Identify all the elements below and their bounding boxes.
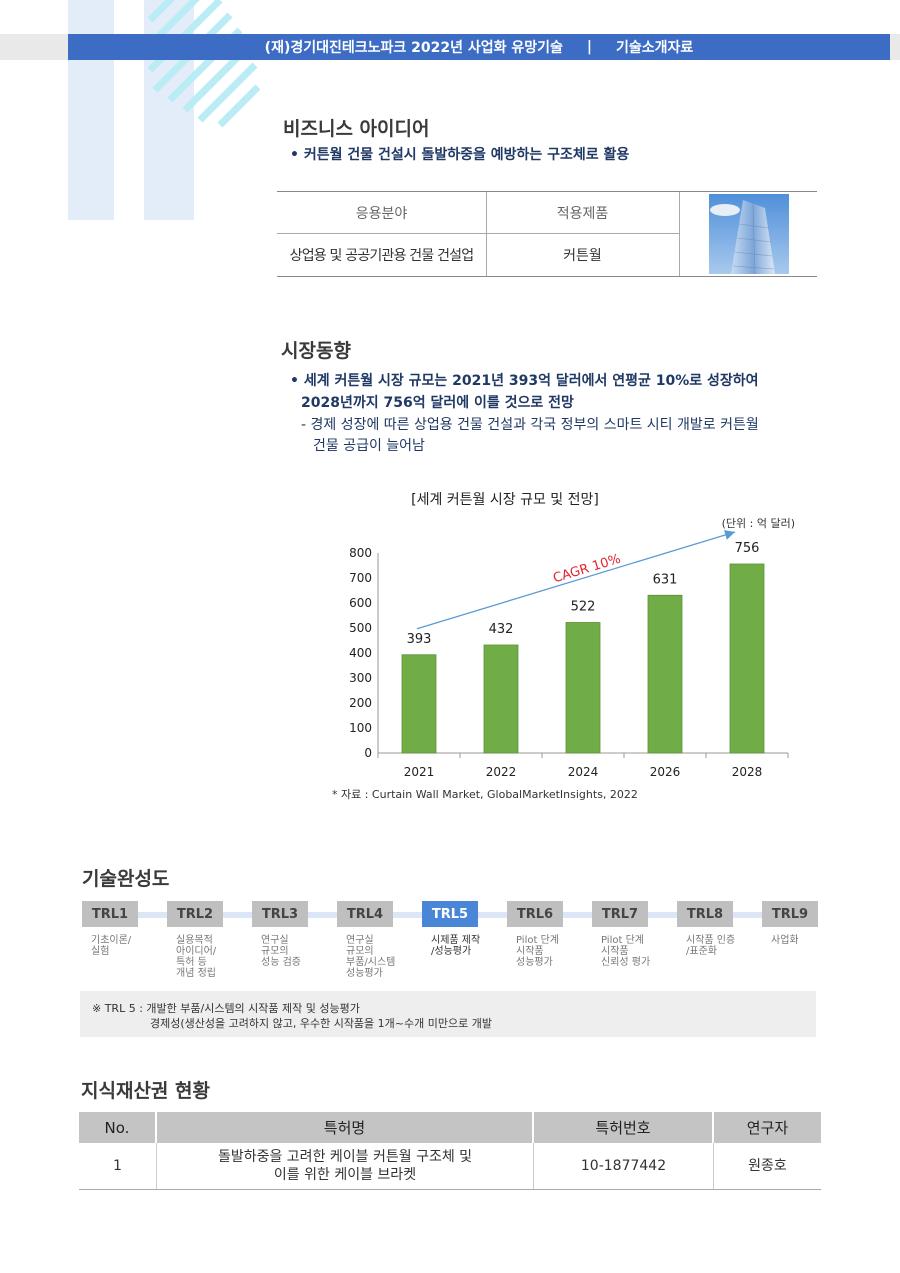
business-table: 응용분야 적용제품 상업용 및 공공기관용 건물 건설업 커튼월 [277, 191, 817, 277]
y-tick-label: 700 [349, 571, 372, 585]
patent-name-line1: 돌발하중을 고려한 케이블 커튼월 구조체 및 [217, 1149, 473, 1165]
trl-step-5: TRL5 [422, 901, 478, 927]
business-title: 비즈니스 아이디어 [283, 118, 430, 140]
trl-note-line1: ※ TRL 5 : 개발한 부품/시스템의 시작품 제작 및 성능평가 [92, 1002, 360, 1015]
y-tick-label: 0 [364, 746, 372, 760]
trl-step-6-desc: Pilot 단계 시작품 성능평가 [516, 935, 559, 968]
cagr-arrow [416, 531, 736, 630]
market-title: 시장동향 [281, 340, 351, 362]
trl-step-9-desc: 사업화 [771, 935, 799, 946]
header-separator: | [586, 39, 593, 55]
header-doc-type: 기술소개자료 [616, 40, 694, 56]
market-bullet-text: 세계 커튼월 시장 규모는 2021년 393억 달러에서 연평균 10%로 성… [303, 373, 759, 389]
data-label-2026: 631 [653, 572, 678, 587]
market-bullet-line2: 2028년까지 756억 달러에 이를 것으로 전망 [301, 395, 574, 411]
trl-step-4-desc: 연구실 규모의 부품/시스템 성능평가 [346, 935, 396, 979]
patent-row-researcher: 원종호 [748, 1158, 787, 1174]
x-tick-label-2026: 2026 [650, 765, 681, 779]
trl-step-8: TRL8 [677, 901, 733, 927]
x-tick-label-2022: 2022 [486, 765, 517, 779]
market-chart: [세계 커튼월 시장 규모 및 전망] (단위 : 억 달러) 0 100 200 3… [332, 492, 795, 801]
patent-head-name: 특허명 [157, 1112, 532, 1143]
building-image [709, 194, 789, 274]
y-tick-label: 300 [349, 671, 372, 685]
x-tick-label-2028: 2028 [732, 765, 763, 779]
market-sub-line1: - 경제 성장에 따른 상업용 건물 건설과 각국 정부의 스마트 시티 개발로… [301, 417, 759, 433]
chart-title: [세계 커튼월 시장 규모 및 전망] [411, 492, 599, 508]
table-field-value: 상업용 및 공공기관용 건물 건설업 [289, 248, 475, 264]
trl-title: 기술완성도 [82, 868, 170, 890]
cagr-arrow-head [723, 530, 735, 540]
table-product-value: 커튼월 [563, 248, 602, 264]
trl-step-3: TRL3 [252, 901, 308, 927]
data-label-2028: 756 [735, 541, 760, 556]
bar-2022 [483, 644, 519, 754]
bar-2028 [729, 563, 765, 754]
patent-head-no: No. [79, 1112, 155, 1143]
patent-head-researcher: 연구자 [714, 1112, 821, 1143]
data-label-2021: 393 [407, 632, 432, 647]
ip-title: 지식재산권 현황 [81, 1080, 210, 1102]
trl-step-1: TRL1 [82, 901, 138, 927]
cagr-annotation: CAGR 10% [551, 552, 622, 587]
bar-2024 [565, 622, 601, 754]
y-tick-label: 100 [349, 721, 372, 735]
trl-step-9: TRL9 [762, 901, 818, 927]
y-tick-label: 800 [349, 546, 372, 560]
data-label-2024: 522 [571, 600, 596, 615]
trl-step-5-desc: 시제품 제작/성능평가 [431, 935, 481, 957]
header-bar: (재)경기대진테크노파크 2022년 사업화 유망기술 | 기술소개자료 [68, 34, 890, 60]
chart-unit: (단위 : 억 달러) [722, 517, 795, 530]
trl-step-2-desc: 실용목적 아이디어/특허 등 개념 정립 [176, 935, 217, 979]
trl-step-7: TRL7 [592, 901, 648, 927]
patent-row-name: 돌발하중을 고려한 케이블 커튼월 구조체 및 이를 위한 케이블 브라켓 [157, 1143, 533, 1189]
trl-step-3-desc: 연구실 규모의 성능 검증 [261, 935, 301, 968]
trl-note-line2: 경제성(생산성을 고려하지 않고, 우수한 시작품을 1개~수개 미만으로 개발 [150, 1017, 492, 1030]
trl-step-7-desc: Pilot 단계 시작품 신뢰성 평가 [601, 935, 651, 968]
patent-row-number: 10-1877442 [580, 1158, 667, 1174]
x-tick-label-2024: 2024 [568, 765, 599, 779]
trl-step-4: TRL4 [337, 901, 393, 927]
table-head-product: 적용제품 [556, 205, 609, 222]
patent-row-no: 1 [113, 1158, 122, 1174]
market-bullet-line1: • 세계 커튼월 시장 규모는 2021년 393억 달러에서 연평균 10%로… [290, 373, 759, 389]
bar-2026 [647, 594, 683, 754]
trl-step-6: TRL6 [507, 901, 563, 927]
patent-name-line2: 이를 위한 케이블 브라켓 [273, 1167, 417, 1183]
x-tick-label-2021: 2021 [404, 765, 435, 779]
data-label-2022: 432 [489, 622, 514, 637]
y-tick-label: 400 [349, 646, 372, 660]
bar-2021 [401, 654, 437, 754]
trl-step-1-desc: 기초이론/실험 [91, 935, 132, 957]
y-tick-label: 500 [349, 621, 372, 635]
business-bullet-text: 커튼월 건물 건설시 돌발하중을 예방하는 구조체로 활용 [303, 147, 630, 163]
y-tick-label: 200 [349, 696, 372, 710]
market-sub-line2: 건물 공급이 늘어남 [313, 438, 425, 454]
chart-source: * 자료 : Curtain Wall Market, GlobalMarket… [332, 788, 638, 801]
table-head-field: 응용분야 [355, 205, 408, 222]
trl-step-2: TRL2 [167, 901, 223, 927]
trl-step-8-desc: 시작품 인증/표준화 [686, 935, 736, 957]
trl-note: ※ TRL 5 : 개발한 부품/시스템의 시작품 제작 및 성능평가 경제성(… [80, 991, 816, 1037]
patent-head-number: 특허번호 [534, 1112, 712, 1143]
header-org: (재)경기대진테크노파크 2022년 사업화 유망기술 [264, 40, 563, 56]
y-tick-label: 600 [349, 596, 372, 610]
business-bullet: • 커튼월 건물 건설시 돌발하중을 예방하는 구조체로 활용 [290, 147, 630, 163]
